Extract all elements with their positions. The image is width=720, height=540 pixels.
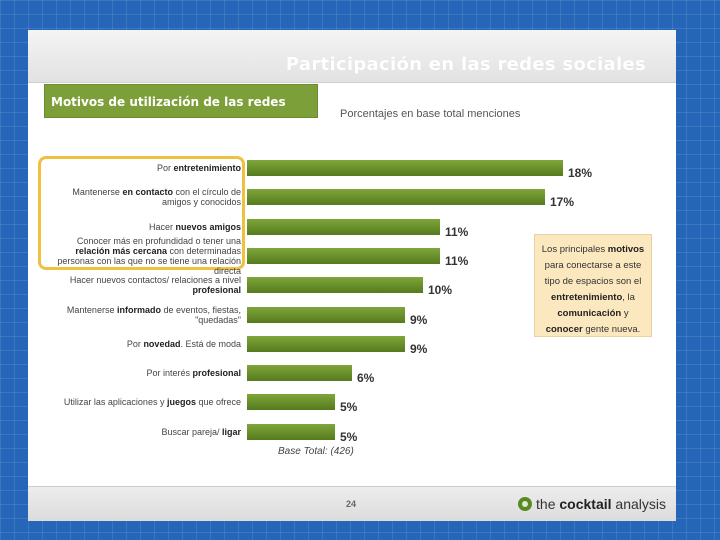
callout-text: para conectarse a este tipo de espacios … — [544, 260, 642, 287]
callout-text: gente nueva. — [582, 324, 641, 335]
data-label: 11% — [445, 225, 469, 239]
chart-subtitle: Porcentajes en base total menciones — [340, 108, 521, 120]
bar — [247, 248, 440, 264]
callout-text: , la — [622, 292, 635, 303]
page-number: 24 — [346, 499, 357, 509]
data-label: 11% — [445, 254, 469, 268]
logo-bold: cocktail — [559, 496, 612, 512]
bar — [247, 219, 440, 235]
logo: the cocktail analysis — [518, 493, 666, 515]
data-label: 17% — [550, 195, 575, 209]
category-label: Por novedad. Está de moda — [126, 339, 241, 349]
callout-text: y — [621, 308, 629, 319]
category-label: Por interés profesional — [146, 368, 241, 378]
category-label: Conocer más en profundidad o tener una r… — [57, 236, 241, 276]
logo-suffix: analysis — [611, 496, 666, 512]
title-band: Participación en las redes sociales — [28, 30, 676, 83]
bar — [247, 160, 563, 176]
bar — [247, 365, 352, 381]
bar — [247, 189, 545, 205]
callout-box: Los principales motivos para conectarse … — [534, 234, 652, 337]
bar — [247, 307, 405, 323]
bar — [247, 424, 335, 440]
section-title: Motivos de utilización de las redes soci… — [44, 84, 318, 143]
category-label: Hacer nuevos amigos — [148, 222, 241, 232]
base-note: Base Total: (426) — [278, 446, 354, 457]
category-label: Utilizar las aplicaciones y juegos que o… — [63, 397, 241, 407]
data-label: 5% — [340, 430, 358, 444]
bar — [247, 277, 423, 293]
data-label: 6% — [357, 371, 375, 385]
callout-bold: conocer — [545, 324, 583, 335]
highlight-box — [38, 156, 245, 270]
bar — [247, 336, 405, 352]
bar — [247, 394, 335, 410]
logo-text: the cocktail analysis — [536, 496, 666, 512]
data-label: 10% — [428, 283, 453, 297]
data-label: 5% — [340, 400, 358, 414]
category-label: Por entretenimiento — [156, 163, 241, 173]
data-label: 9% — [410, 313, 428, 327]
callout-bold: comunicación — [557, 308, 622, 319]
category-label: Buscar pareja/ ligar — [161, 427, 241, 437]
data-label: 9% — [410, 342, 428, 356]
category-label: Mantenerse en contacto con el círculo de… — [72, 187, 241, 207]
slide-title: Participación en las redes sociales — [285, 54, 646, 75]
slide: Participación en las redes sociales Moti… — [28, 30, 676, 521]
footer: 24 the cocktail analysis — [28, 486, 676, 521]
callout-bold: motivos — [607, 244, 645, 255]
logo-prefix: the — [536, 496, 560, 512]
callout-text: Los principales — [541, 244, 608, 255]
data-label: 18% — [568, 166, 593, 180]
cocktail-logo-icon — [518, 497, 533, 511]
category-label: Hacer nuevos contactos/ relaciones a niv… — [69, 275, 241, 295]
category-label: Mantenerse informado de eventos, fiestas… — [66, 305, 241, 325]
callout-bold: entretenimiento — [551, 292, 623, 303]
